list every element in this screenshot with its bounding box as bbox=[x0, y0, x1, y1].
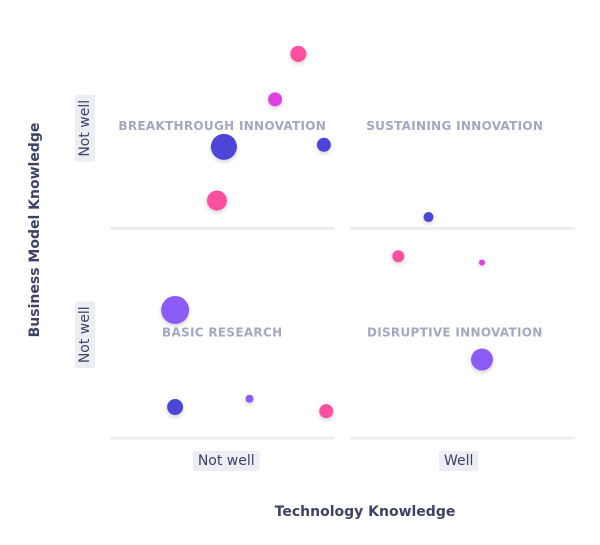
y-tick: Not well bbox=[75, 301, 95, 369]
y-tick-label: Not well bbox=[77, 306, 93, 363]
bubble bbox=[167, 399, 184, 416]
y-tick: Not well bbox=[75, 94, 95, 162]
bubble bbox=[479, 259, 485, 266]
y-tick-label: Not well bbox=[77, 100, 93, 157]
x-axis-title: Technology Knowledge bbox=[275, 504, 456, 520]
quadrant-label: DISRUPTIVE INNOVATION bbox=[367, 325, 543, 339]
x-tick-label: Well bbox=[444, 453, 473, 469]
bubble bbox=[245, 394, 254, 403]
tick-chip bbox=[192, 451, 260, 471]
quadrant-label: BASIC RESEARCH bbox=[162, 325, 282, 339]
bubble bbox=[316, 137, 331, 152]
tick-chip bbox=[439, 451, 479, 471]
tick-chip bbox=[75, 94, 95, 162]
bubble bbox=[268, 92, 283, 107]
y-axis-title: Business Model Knowledge bbox=[27, 123, 43, 338]
bubble bbox=[290, 45, 307, 62]
bubble bbox=[392, 250, 405, 263]
tick-chip bbox=[75, 301, 95, 369]
quadrant-label: BREAKTHROUGH INNOVATION bbox=[118, 119, 326, 133]
bubble bbox=[210, 133, 237, 160]
x-tick-label: Not well bbox=[198, 453, 255, 469]
bubble bbox=[206, 190, 227, 211]
bubble bbox=[161, 295, 190, 324]
bubble bbox=[423, 212, 434, 223]
bubble bbox=[319, 404, 334, 419]
quadrant-label: SUSTAINING INNOVATION bbox=[366, 119, 543, 133]
bubble bbox=[471, 348, 493, 371]
